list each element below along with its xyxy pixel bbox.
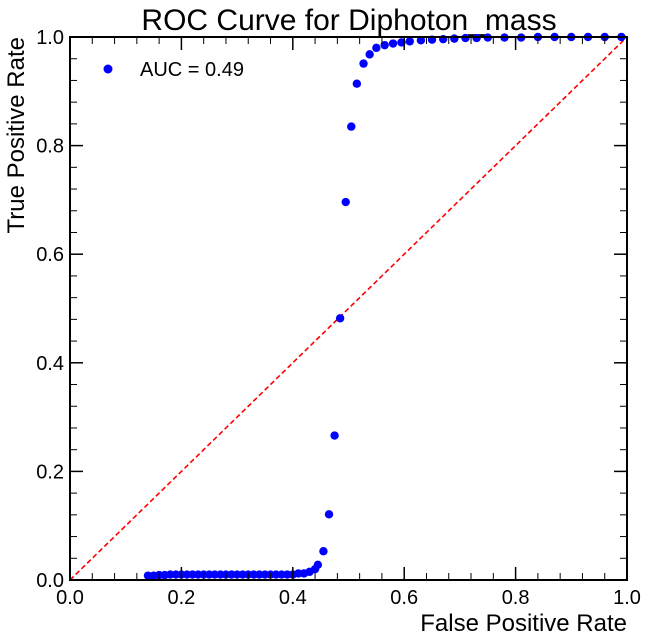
data-point [319, 547, 328, 556]
x-tick-label: 0.2 [167, 587, 195, 609]
data-point [450, 34, 459, 43]
reference-line-layer [69, 36, 628, 581]
data-point [335, 314, 345, 323]
data-points-layer [143, 32, 626, 580]
y-tick-label: 0.4 [36, 353, 64, 375]
y-tick-label: 1.0 [36, 27, 64, 49]
x-tick-label: 0.6 [390, 587, 418, 609]
y-tick-label: 0.6 [36, 244, 64, 266]
data-point [405, 37, 414, 46]
data-point [352, 79, 362, 88]
x-tick-label: 0.8 [502, 587, 530, 609]
y-tick-label: 0.0 [36, 570, 64, 592]
data-point [416, 36, 426, 45]
data-point [388, 39, 398, 48]
y-axis-label: True Positive Rate [3, 37, 30, 234]
data-point [341, 197, 350, 207]
x-axis-label: False Positive Rate [420, 610, 627, 637]
data-point [359, 59, 368, 68]
data-point [472, 33, 481, 43]
y-tick-label: 0.8 [36, 136, 64, 158]
axis-ticks-layer: 0.0 0.2 0.4 0.6 0.8 1.0 0.0 0.2 0.4 0.6 0.8 1.0 [36, 27, 641, 609]
x-tick-label: 1.0 [613, 587, 641, 609]
legend-marker [103, 64, 113, 74]
plot-frame [69, 36, 628, 581]
legend: AUC = 0.49 [103, 59, 244, 81]
data-point [372, 43, 381, 53]
legend-label: AUC = 0.49 [140, 59, 244, 81]
x-tick-label: 0.0 [56, 587, 84, 609]
y-tick-label: 0.2 [36, 461, 64, 483]
data-point [380, 40, 389, 50]
data-point [330, 431, 339, 440]
data-point [313, 560, 323, 569]
chart-title: ROC Curve for Diphoton_mass [141, 4, 556, 37]
data-point [365, 50, 374, 59]
data-point [461, 33, 470, 43]
reference-diagonal-line [69, 36, 628, 581]
data-point [347, 122, 356, 131]
x-tick-label: 0.4 [279, 587, 307, 609]
data-point [324, 510, 334, 519]
